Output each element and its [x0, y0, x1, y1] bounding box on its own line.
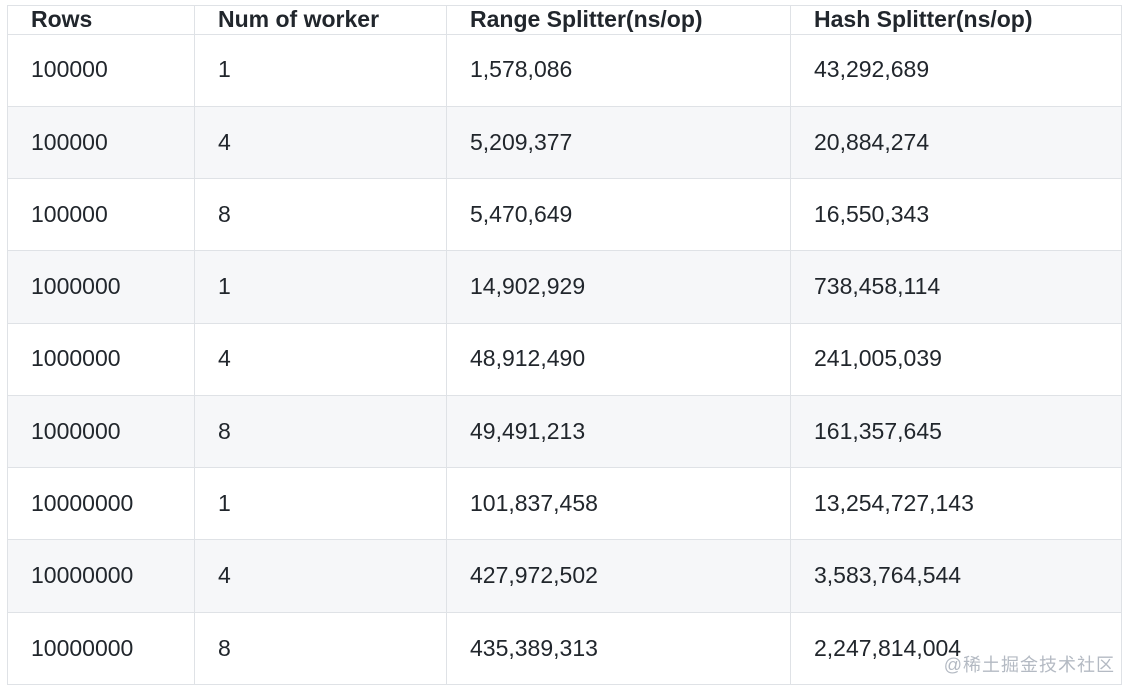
cell-hash-splitter: 20,884,274 [790, 105, 1122, 180]
table-row: 100000 8 5,470,649 16,550,343 [7, 178, 1122, 252]
cell-range-splitter: 14,902,929 [446, 250, 791, 324]
cell-num-of-worker: 1 [194, 467, 447, 541]
cell-num-of-worker: 4 [194, 105, 447, 180]
table-row: 1000000 1 14,902,929 738,458,114 [7, 250, 1122, 324]
cell-hash-splitter: 13,254,727,143 [790, 467, 1122, 541]
cell-hash-splitter: 3,583,764,544 [790, 539, 1122, 613]
cell-range-splitter: 48,912,490 [446, 322, 791, 396]
cell-rows: 1000000 [7, 250, 195, 324]
cell-rows: 10000000 [7, 467, 195, 541]
cell-rows: 100000 [7, 105, 195, 180]
column-header-num-of-worker: Num of worker [194, 5, 447, 35]
cell-num-of-worker: 8 [194, 178, 447, 252]
table-row: 100000 1 1,578,086 43,292,689 [7, 33, 1122, 107]
cell-range-splitter: 5,209,377 [446, 105, 791, 180]
cell-range-splitter: 5,470,649 [446, 178, 791, 252]
cell-hash-splitter: 161,357,645 [790, 394, 1122, 469]
column-header-range-splitter: Range Splitter(ns/op) [446, 5, 791, 35]
cell-range-splitter: 1,578,086 [446, 33, 791, 107]
cell-rows: 100000 [7, 33, 195, 107]
table-row: 10000000 8 435,389,313 2,247,814,004 [7, 611, 1122, 686]
cell-rows: 1000000 [7, 322, 195, 396]
cell-num-of-worker: 8 [194, 611, 447, 686]
cell-range-splitter: 49,491,213 [446, 394, 791, 469]
cell-hash-splitter: 2,247,814,004 [790, 611, 1122, 686]
table-row: 10000000 1 101,837,458 13,254,727,143 [7, 467, 1122, 541]
header-row: Rows Num of worker Range Splitter(ns/op)… [7, 5, 1122, 35]
cell-range-splitter: 435,389,313 [446, 611, 791, 686]
cell-num-of-worker: 8 [194, 394, 447, 469]
column-header-hash-splitter: Hash Splitter(ns/op) [790, 5, 1122, 35]
cell-num-of-worker: 4 [194, 539, 447, 613]
table-row: 1000000 8 49,491,213 161,357,645 [7, 394, 1122, 469]
cell-rows: 1000000 [7, 394, 195, 469]
table-row: 10000000 4 427,972,502 3,583,764,544 [7, 539, 1122, 613]
cell-num-of-worker: 4 [194, 322, 447, 396]
column-header-rows: Rows [7, 5, 195, 35]
cell-rows: 10000000 [7, 539, 195, 613]
cell-hash-splitter: 738,458,114 [790, 250, 1122, 324]
cell-hash-splitter: 16,550,343 [790, 178, 1122, 252]
cell-num-of-worker: 1 [194, 33, 447, 107]
benchmark-table-container: Rows Num of worker Range Splitter(ns/op)… [7, 5, 1122, 686]
cell-rows: 100000 [7, 178, 195, 252]
cell-num-of-worker: 1 [194, 250, 447, 324]
cell-rows: 10000000 [7, 611, 195, 686]
table-row: 1000000 4 48,912,490 241,005,039 [7, 322, 1122, 396]
table-row: 100000 4 5,209,377 20,884,274 [7, 105, 1122, 180]
benchmark-table: Rows Num of worker Range Splitter(ns/op)… [7, 5, 1122, 686]
cell-hash-splitter: 241,005,039 [790, 322, 1122, 396]
cell-range-splitter: 101,837,458 [446, 467, 791, 541]
cell-range-splitter: 427,972,502 [446, 539, 791, 613]
cell-hash-splitter: 43,292,689 [790, 33, 1122, 107]
